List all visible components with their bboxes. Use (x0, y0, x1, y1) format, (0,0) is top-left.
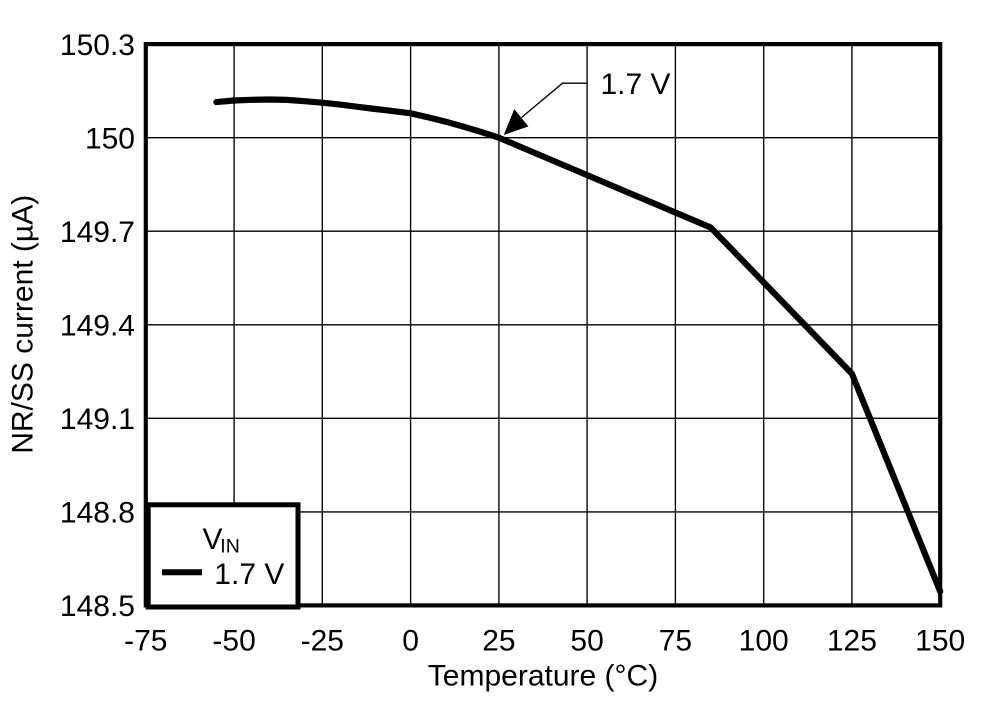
svg-text:125: 125 (827, 625, 877, 658)
svg-text:-75: -75 (124, 625, 167, 658)
svg-text:149.1: 149.1 (60, 403, 135, 436)
svg-text:149.4: 149.4 (60, 310, 135, 343)
svg-text:25: 25 (482, 625, 515, 658)
svg-text:50: 50 (570, 625, 603, 658)
svg-text:148.8: 148.8 (60, 497, 135, 530)
svg-text:100: 100 (739, 625, 789, 658)
svg-text:150: 150 (915, 625, 965, 658)
svg-text:Temperature (°C): Temperature (°C) (428, 660, 658, 693)
svg-text:V: V (203, 523, 223, 556)
svg-text:NR/SS current (µA): NR/SS current (µA) (7, 195, 40, 454)
svg-text:0: 0 (402, 625, 419, 658)
svg-text:IN: IN (220, 536, 240, 558)
svg-text:-25: -25 (301, 625, 344, 658)
svg-text:1.7 V: 1.7 V (601, 68, 671, 101)
svg-text:150: 150 (85, 122, 135, 155)
svg-text:150.3: 150.3 (60, 29, 135, 62)
svg-text:1.7 V: 1.7 V (214, 558, 284, 591)
svg-text:148.5: 148.5 (60, 590, 135, 623)
svg-text:149.7: 149.7 (60, 216, 135, 249)
svg-text:75: 75 (659, 625, 692, 658)
svg-text:-50: -50 (212, 625, 255, 658)
